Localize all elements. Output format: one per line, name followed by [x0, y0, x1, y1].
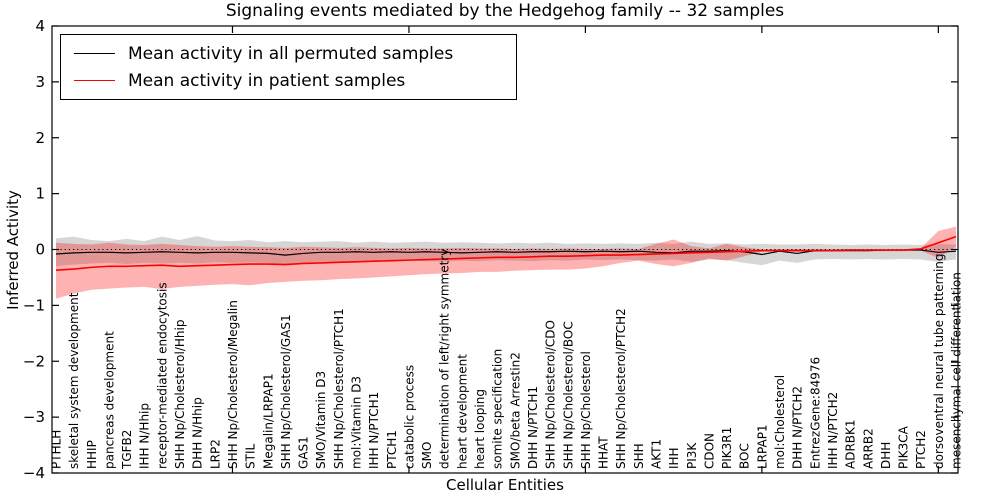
x-category-label: mol:Cholesterol: [773, 375, 787, 469]
x-category-label: SMO/beta Arrestin2: [508, 352, 522, 469]
x-category-label: skeletal system development: [67, 292, 81, 469]
y-tick-label: −1: [23, 296, 45, 314]
x-category-label: GAS1: [297, 436, 311, 469]
x-category-label: SHH Np/Cholesterol/GAS1: [279, 314, 293, 469]
x-category-label: LRPAP1: [755, 424, 769, 469]
patient-std-band: [56, 226, 956, 299]
permuted-mean-line: [55, 249, 957, 256]
x-category-label: SHH Np/Cholesterol/PTCH1: [332, 308, 346, 469]
x-category-label: receptor-mediated endocytosis: [155, 282, 169, 469]
x-category-label: SHH: [632, 443, 646, 469]
x-category-label: heart looping: [473, 389, 487, 469]
x-category-label: CDON: [702, 433, 716, 469]
x-category-label: Megalin/LRPAP1: [261, 373, 275, 469]
x-category-label: SHH Np/Cholesterol/Hhip: [173, 320, 187, 469]
patient-mean-line: [55, 235, 957, 271]
x-category-label: pancreas development: [102, 331, 116, 469]
x-category-label: mesenchymal cell differentiation: [950, 272, 964, 469]
x-category-label: dorsoventral neural tube patterning: [932, 253, 946, 469]
x-category-label: DHH N/Hhip: [191, 397, 205, 469]
x-category-label: PI3K: [685, 442, 699, 469]
y-tick-label: 1: [35, 185, 45, 203]
x-category-label: SHH Np/Cholesterol/PTCH2: [614, 308, 628, 469]
y-tick-label: 0: [35, 241, 45, 259]
x-category-label: PTCH1: [385, 430, 399, 469]
y-tick-label: 2: [35, 129, 45, 147]
x-category-label: IHH N/PTCH2: [826, 392, 840, 469]
x-category-label: IHH N/Hhip: [138, 403, 152, 469]
x-category-label: STIL: [244, 444, 258, 469]
legend-item-patient: Mean activity in patient samples: [61, 67, 516, 94]
x-category-label: DHH: [879, 442, 893, 469]
x-category-label: SHH Np/Cholesterol/CDO: [544, 320, 558, 469]
x-category-label: SMO: [420, 442, 434, 469]
x-category-label: BOC: [738, 443, 752, 469]
permuted-std-band: [56, 236, 956, 267]
x-category-label: heart development: [455, 354, 469, 469]
legend-label-permuted: Mean activity in all permuted samples: [128, 43, 454, 64]
y-tick-label: 4: [35, 17, 45, 35]
x-category-label: DHH N/PTCH2: [791, 386, 805, 469]
x-category-label: ARRB2: [861, 428, 875, 469]
x-category-label: mol:Vitamin D3: [350, 376, 364, 469]
chart-title: Signaling events mediated by the Hedgeho…: [225, 1, 785, 21]
x-category-label: PIK3CA: [897, 425, 911, 469]
y-tick-label: −4: [23, 464, 45, 482]
x-category-label: determination of left/right symmetry: [438, 249, 452, 469]
x-category-label: DHH N/PTCH1: [526, 386, 540, 469]
x-category-label: SMO/Vitamin D3: [314, 371, 328, 469]
x-category-label: ADRBK1: [844, 419, 858, 469]
x-category-label: HHIP: [85, 440, 99, 469]
x-category-label: SHH Np/Cholesterol/BOC: [561, 321, 575, 469]
x-category-label: PIK3R1: [720, 427, 734, 469]
permuted-line-swatch: [74, 53, 115, 54]
legend-item-permuted: Mean activity in all permuted samples: [61, 40, 516, 67]
x-category-label: IHH: [667, 447, 681, 469]
y-tick-label: −3: [23, 408, 45, 426]
x-category-label: PTHLH: [50, 430, 64, 469]
patient-line-swatch: [74, 80, 115, 81]
y-tick-label: 3: [35, 73, 45, 91]
x-category-label: HHAT: [597, 436, 611, 469]
x-category-label: AKT1: [650, 439, 664, 469]
x-category-label: EntrezGene:84976: [808, 357, 822, 469]
x-category-label: catabolic process: [402, 365, 416, 469]
x-axis-label: Cellular Entities: [446, 476, 564, 494]
y-axis-label: Inferred Activity: [4, 190, 22, 310]
x-category-label: IHH N/PTCH1: [367, 392, 381, 469]
legend: Mean activity in all permuted samples Me…: [60, 34, 517, 100]
x-category-label: LRP2: [208, 439, 222, 469]
x-category-label: TGFB2: [120, 430, 134, 470]
legend-label-patient: Mean activity in patient samples: [128, 70, 406, 91]
x-category-label: SHH Np/Cholesterol: [579, 351, 593, 469]
x-category-label: PTCH2: [914, 430, 928, 469]
x-category-label: somite specification: [491, 349, 505, 469]
y-tick-label: −2: [23, 352, 45, 370]
x-category-label: SHH Np/Cholesterol/Megalin: [226, 300, 240, 469]
